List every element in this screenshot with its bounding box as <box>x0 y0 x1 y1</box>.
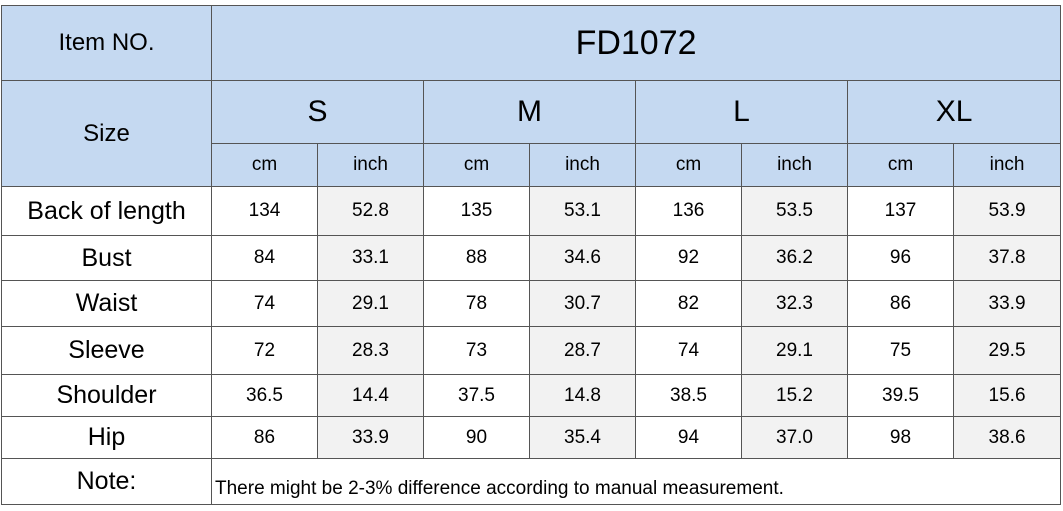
table-cell: 94 <box>635 416 742 459</box>
row-label: Hip <box>1 416 212 459</box>
table-cell: 74 <box>211 280 318 327</box>
table-cell: 135 <box>423 186 530 236</box>
table-cell: 134 <box>211 186 318 236</box>
size-name-row: Size S M L XL <box>1 80 1062 187</box>
table-cell: 86 <box>211 416 318 459</box>
table-cell: 29.5 <box>952 326 1062 375</box>
table-cell: 96 <box>847 235 954 281</box>
table-cell: 35.4 <box>529 416 636 459</box>
table-cell: 33.1 <box>317 235 424 281</box>
table-cell: 14.8 <box>529 374 636 417</box>
table-row: Back of length 134 52.8 135 53.1 136 53.… <box>1 186 1062 236</box>
table-cell: 137 <box>847 186 954 236</box>
note-row: Note: There might be 2-3% difference acc… <box>1 458 1062 505</box>
row-label: Waist <box>1 280 212 327</box>
table-cell: 92 <box>635 235 742 281</box>
unit-header-cm: cm <box>847 143 954 187</box>
unit-row: cm inch cm inch cm inch cm inch <box>2 143 1062 187</box>
table-cell: 36.2 <box>741 235 848 281</box>
table-cell: 84 <box>211 235 318 281</box>
table-cell: 34.6 <box>529 235 636 281</box>
table-cell: 53.9 <box>952 186 1062 236</box>
table-row: Hip 86 33.9 90 35.4 94 37.0 98 38.6 <box>1 416 1062 459</box>
size-label: Size <box>1 80 212 187</box>
table-row: Waist 74 29.1 78 30.7 82 32.3 86 33.9 <box>1 280 1062 327</box>
unit-header-inch: inch <box>529 143 636 187</box>
unit-header-inch: inch <box>317 143 424 187</box>
table-cell: 15.6 <box>952 374 1062 417</box>
table-cell: 28.3 <box>317 326 424 375</box>
table-cell: 28.7 <box>529 326 636 375</box>
unit-header-cm: cm <box>635 143 742 187</box>
size-header-m: M <box>423 80 636 144</box>
size-chart-table: Item NO. FD1072 Size S M L XL cm inch cm… <box>1 5 1062 505</box>
table-cell: 39.5 <box>847 374 954 417</box>
table-cell: 33.9 <box>952 280 1062 327</box>
table-cell: 37.8 <box>952 235 1062 281</box>
table-cell: 38.6 <box>952 416 1062 459</box>
table-cell: 29.1 <box>317 280 424 327</box>
size-header-s: S <box>211 80 424 144</box>
table-cell: 14.4 <box>317 374 424 417</box>
table-cell: 36.5 <box>211 374 318 417</box>
note-label: Note: <box>1 458 212 505</box>
table-cell: 74 <box>635 326 742 375</box>
item-row: Item NO. FD1072 <box>1 5 1062 81</box>
table-cell: 32.3 <box>741 280 848 327</box>
table-cell: 98 <box>847 416 954 459</box>
unit-header-inch: inch <box>741 143 848 187</box>
table-cell: 73 <box>423 326 530 375</box>
size-header-xl: XL <box>846 80 1062 144</box>
table-cell: 86 <box>847 280 954 327</box>
unit-header-inch: inch <box>952 143 1062 187</box>
table-row: Sleeve 72 28.3 73 28.7 74 29.1 75 29.5 <box>1 326 1062 375</box>
item-no-label: Item NO. <box>1 5 212 81</box>
table-cell: 72 <box>211 326 318 375</box>
table-cell: 15.2 <box>741 374 848 417</box>
table-cell: 136 <box>635 186 742 236</box>
table-cell: 29.1 <box>741 326 848 375</box>
note-text: There might be 2-3% difference according… <box>210 458 1062 505</box>
table-cell: 30.7 <box>529 280 636 327</box>
table-cell: 53.1 <box>529 186 636 236</box>
unit-header-cm: cm <box>211 143 318 187</box>
table-cell: 53.5 <box>741 186 848 236</box>
row-label: Sleeve <box>1 326 212 375</box>
table-cell: 78 <box>423 280 530 327</box>
unit-header-cm: cm <box>423 143 530 187</box>
row-label: Back of length <box>1 186 212 236</box>
table-cell: 90 <box>423 416 530 459</box>
table-cell: 38.5 <box>635 374 742 417</box>
table-cell: 88 <box>423 235 530 281</box>
table-row: Bust 84 33.1 88 34.6 92 36.2 96 37.8 <box>1 235 1062 281</box>
item-no-value: FD1072 <box>210 5 1062 81</box>
table-cell: 37.5 <box>423 374 530 417</box>
table-cell: 82 <box>635 280 742 327</box>
table-cell: 33.9 <box>317 416 424 459</box>
row-label: Shoulder <box>1 374 212 417</box>
table-cell: 75 <box>847 326 954 375</box>
size-header-l: L <box>635 80 848 144</box>
table-cell: 52.8 <box>317 186 424 236</box>
row-label: Bust <box>1 235 212 281</box>
table-cell: 37.0 <box>741 416 848 459</box>
table-row: Shoulder 36.5 14.4 37.5 14.8 38.5 15.2 3… <box>1 374 1062 417</box>
